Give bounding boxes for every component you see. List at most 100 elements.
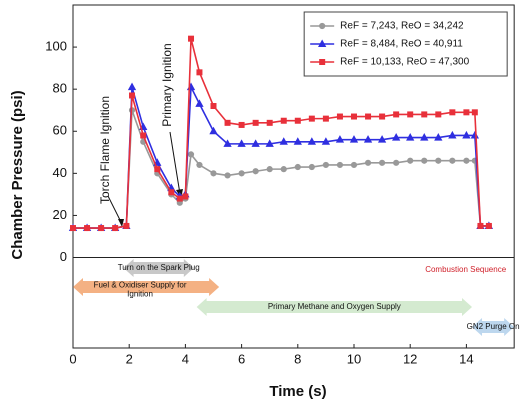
y-tick-label: 20 xyxy=(53,207,67,222)
marker xyxy=(434,133,443,141)
marker xyxy=(252,119,259,126)
marker xyxy=(336,161,344,169)
marker xyxy=(196,161,203,169)
x-tick-label: 10 xyxy=(347,351,361,366)
marker xyxy=(280,117,287,124)
marker xyxy=(363,135,373,143)
marker xyxy=(210,170,217,177)
marker xyxy=(127,82,137,91)
annotation-arrow xyxy=(169,131,181,195)
marker xyxy=(266,166,273,173)
sequence-label: Ignition xyxy=(127,290,153,299)
marker xyxy=(477,222,484,229)
marker xyxy=(182,193,189,200)
legend-marker xyxy=(318,39,327,47)
marker xyxy=(435,111,442,118)
marker xyxy=(187,151,195,158)
marker xyxy=(238,170,245,177)
marker xyxy=(463,109,470,116)
sequence-arrow xyxy=(73,278,220,296)
y-tick-label: 60 xyxy=(53,123,67,138)
marker xyxy=(168,189,175,196)
marker xyxy=(449,157,456,164)
x-tick-label: 12 xyxy=(403,351,417,366)
marker xyxy=(238,121,245,128)
marker xyxy=(379,159,386,166)
marker xyxy=(196,69,203,76)
marker xyxy=(223,139,232,147)
x-tick-label: 14 xyxy=(459,351,473,366)
sequence-title: Combustion Sequence xyxy=(425,265,506,274)
marker xyxy=(129,92,136,99)
marker xyxy=(420,133,429,141)
marker xyxy=(379,113,386,120)
sequence-label: Fuel & Oxidiser Supply for xyxy=(94,281,187,290)
marker xyxy=(294,163,301,171)
sequence-label: Turn on the Spark Plug xyxy=(118,263,200,272)
marker xyxy=(463,157,470,164)
marker xyxy=(251,139,260,147)
marker xyxy=(70,225,76,232)
marker xyxy=(336,113,343,120)
marker xyxy=(209,126,218,135)
marker xyxy=(322,115,329,122)
marker xyxy=(462,130,471,139)
marker xyxy=(84,225,91,232)
annotation: Torch Flame Ignition xyxy=(98,96,112,204)
marker xyxy=(266,119,273,126)
marker xyxy=(280,166,287,173)
marker xyxy=(392,133,401,141)
x-tick-label: 6 xyxy=(238,351,245,366)
sequence-arrow xyxy=(196,298,473,316)
marker xyxy=(224,119,231,126)
marker xyxy=(350,161,358,169)
x-tick-label: 8 xyxy=(294,351,301,366)
marker xyxy=(351,113,357,120)
legend-label: ReF = 7,243, ReO = 34,242 xyxy=(340,21,464,32)
marker xyxy=(435,157,442,164)
x-tick-label: 4 xyxy=(182,351,189,366)
marker xyxy=(364,159,372,166)
y-tick-label: 80 xyxy=(53,81,67,96)
marker xyxy=(407,157,414,164)
marker xyxy=(176,195,183,202)
x-axis-label: Time (s) xyxy=(269,383,326,400)
marker xyxy=(112,225,119,232)
marker xyxy=(349,135,359,143)
x-tick-label: 0 xyxy=(69,351,76,366)
marker xyxy=(485,222,492,229)
marker xyxy=(377,135,387,143)
marker xyxy=(265,139,274,147)
legend-marker xyxy=(319,59,326,65)
legend-label: ReF = 10,133, ReO = 47,300 xyxy=(340,57,469,68)
marker xyxy=(393,111,400,118)
y-tick-label: 40 xyxy=(53,165,67,180)
marker xyxy=(449,109,456,116)
marker xyxy=(421,157,428,164)
plot-frame xyxy=(72,4,515,349)
marker xyxy=(154,166,161,173)
marker xyxy=(195,99,204,107)
legend-label: ReF = 8,484, ReO = 40,911 xyxy=(340,39,463,50)
marker xyxy=(294,117,301,124)
marker xyxy=(123,222,130,229)
marker xyxy=(279,137,288,145)
marker xyxy=(335,135,345,143)
marker xyxy=(407,111,414,118)
marker xyxy=(471,109,478,116)
marker xyxy=(140,132,147,139)
marker xyxy=(322,161,329,169)
marker xyxy=(321,137,331,145)
legend-box xyxy=(303,11,508,77)
marker xyxy=(421,111,428,118)
sequence-label: GN2 Purge On xyxy=(467,322,520,331)
marker xyxy=(448,130,457,139)
marker xyxy=(252,168,259,175)
marker xyxy=(293,137,302,145)
marker xyxy=(308,163,315,171)
x-tick-label: 2 xyxy=(126,351,133,366)
marker xyxy=(307,137,316,145)
annotation: Primary Ignition xyxy=(160,43,174,126)
marker xyxy=(406,133,415,141)
sequence-label: Primary Methane and Oxygen Supply xyxy=(268,302,401,311)
